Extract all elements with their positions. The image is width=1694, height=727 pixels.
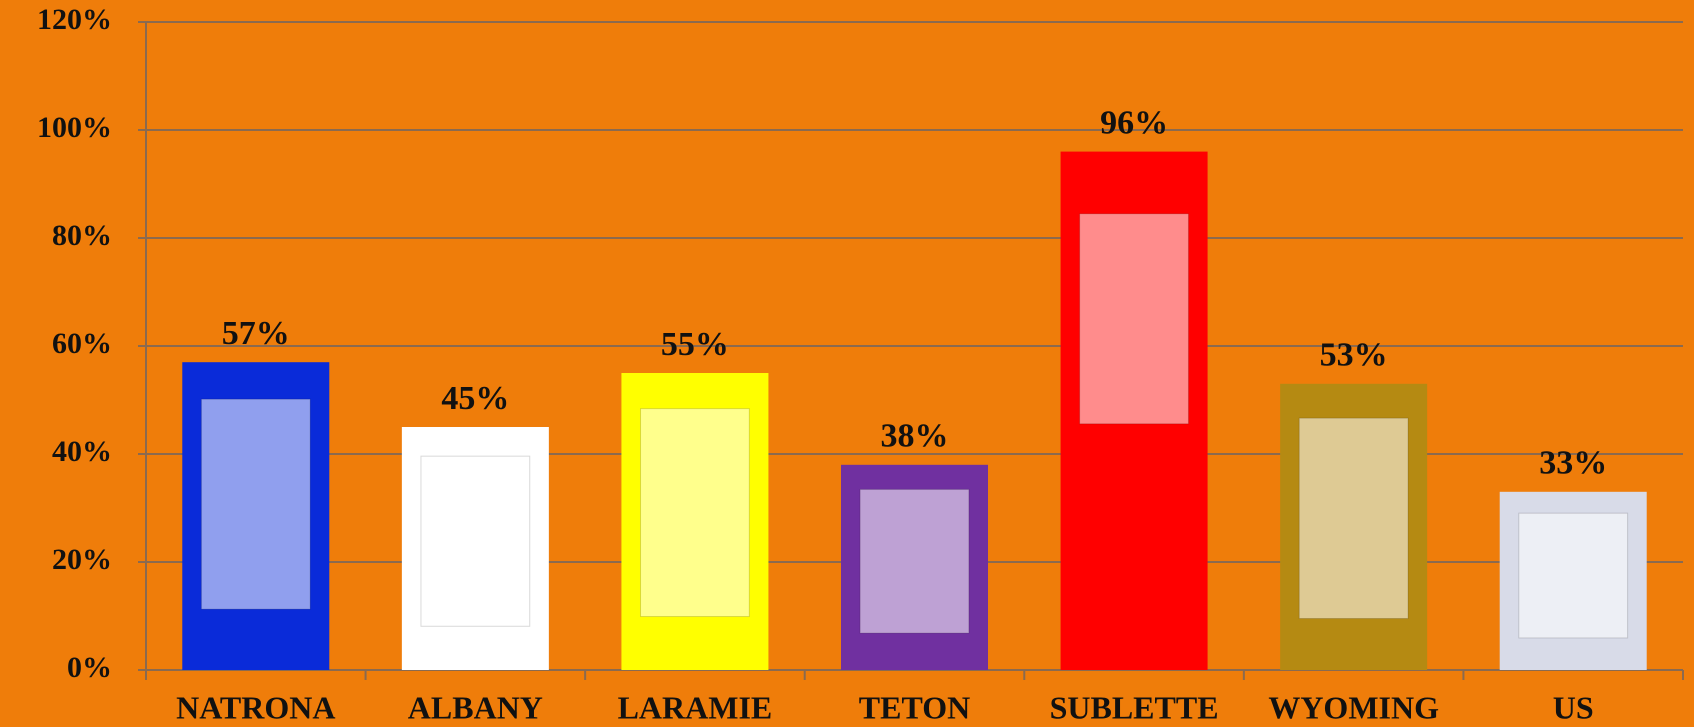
bar-picture [200,398,311,610]
value-label: 33% [1539,445,1607,482]
value-label: 55% [661,326,729,363]
y-tick-label: 120% [37,3,112,36]
value-label: 53% [1320,337,1388,374]
bar-picture [1518,512,1629,639]
value-label: 57% [222,315,290,352]
x-tick-label: LARAMIE [618,689,773,725]
x-tick-label: WYOMING [1268,689,1439,725]
bar-picture [859,488,970,634]
bar-picture [1298,417,1409,619]
bar-picture [640,408,750,618]
value-label: 96% [1100,104,1168,141]
bar-picture [1079,213,1189,425]
bar-picture [420,455,531,627]
x-tick-label: NATRONA [176,689,335,725]
x-tick-label: SUBLETTE [1050,689,1219,725]
y-tick-label: 40% [52,435,112,468]
y-tick-label: 20% [52,543,112,576]
x-tick-label: US [1553,689,1594,725]
x-tick-label: ALBANY [408,689,543,725]
x-tick-label: TETON [859,689,970,725]
y-tick-label: 0% [67,651,112,684]
value-label: 45% [441,380,509,417]
y-tick-label: 80% [52,219,112,252]
y-tick-label: 60% [52,327,112,360]
value-label: 38% [881,418,949,455]
y-tick-label: 100% [37,111,112,144]
